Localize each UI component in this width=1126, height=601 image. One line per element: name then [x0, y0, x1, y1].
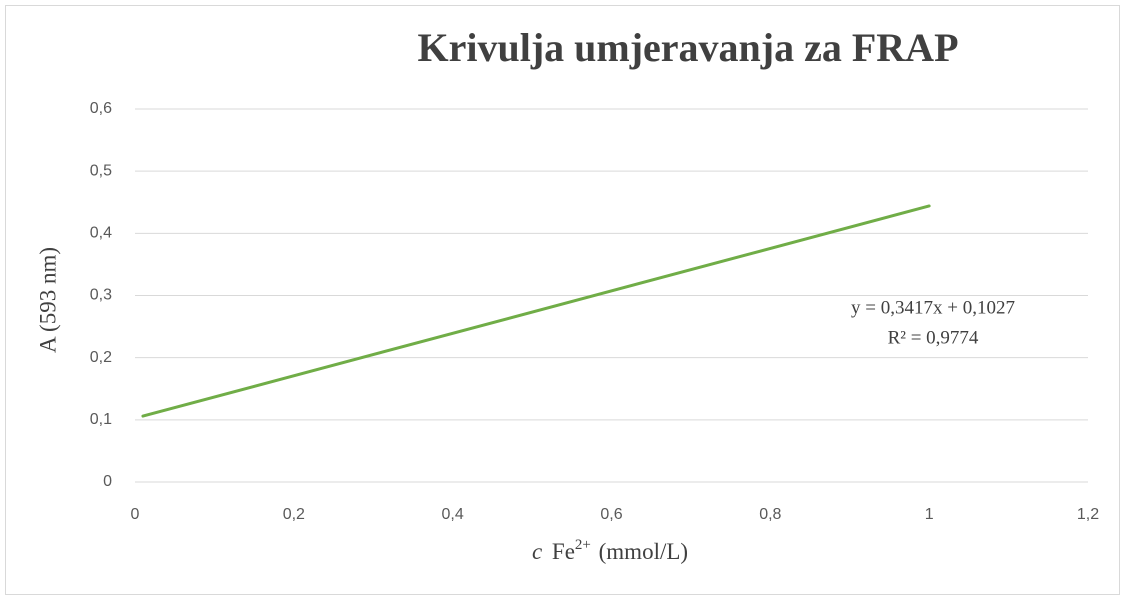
line	[141, 204, 931, 418]
x-tick-label: 0,4	[442, 506, 464, 523]
x-tick-label: 0,8	[759, 506, 781, 523]
x-axis-label-part: 2+	[575, 537, 591, 553]
y-tick-label: 0,4	[90, 225, 112, 242]
x-axis-label-part: (mmol/L)	[599, 539, 688, 564]
trendline-equation: y = 0,3417x + 0,1027	[851, 297, 1015, 318]
x-tick-label: 0	[131, 506, 140, 523]
trendline-r2: R² = 0,9774	[888, 327, 979, 348]
y-axis-label: A (593 nm)	[35, 247, 60, 353]
y-tick-label: 0,1	[90, 411, 112, 428]
x-tick-label: 0,2	[283, 506, 305, 523]
x-axis-label-part: c	[532, 539, 542, 564]
x-axis-label: c Fe2+ (mmol/L)	[532, 531, 688, 564]
y-tick-label: 0,5	[90, 162, 112, 179]
chart-title: Krivulja umjeravanja za FRAP	[417, 25, 958, 70]
x-axis-label-part: Fe	[552, 539, 575, 564]
chart-border	[5, 5, 1120, 595]
x-tick-label: 1,2	[1077, 506, 1099, 523]
x-tick-label: 1	[925, 506, 934, 523]
y-tick-label: 0,6	[90, 100, 112, 117]
x-tick-label: 0,6	[600, 506, 622, 523]
y-tick-label: 0	[103, 473, 112, 490]
y-tick-label: 0,3	[90, 287, 112, 304]
y-tick-label: 0,2	[90, 349, 112, 366]
